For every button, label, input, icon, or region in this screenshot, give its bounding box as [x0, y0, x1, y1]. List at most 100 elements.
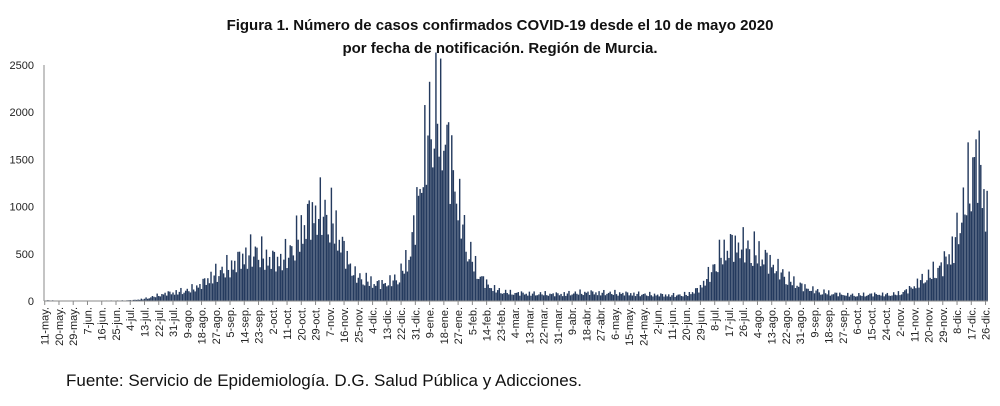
bar — [146, 298, 149, 301]
bar — [617, 295, 619, 301]
bar — [389, 275, 391, 301]
bar — [937, 267, 939, 301]
bar — [354, 266, 356, 301]
bar — [669, 296, 672, 301]
y-tick-label: 1000 — [10, 202, 34, 214]
bar — [824, 293, 827, 301]
bar — [812, 286, 814, 301]
bar — [205, 284, 207, 301]
x-tick-label: 14-feb. — [482, 307, 494, 341]
bar — [395, 280, 398, 301]
bar — [626, 292, 629, 301]
bar — [291, 246, 293, 301]
bar — [167, 291, 169, 301]
bar — [169, 291, 171, 301]
bar — [390, 286, 393, 301]
bar — [207, 278, 209, 301]
bar — [170, 294, 173, 301]
x-tick-label: 27-ene. — [453, 307, 465, 344]
bar — [877, 294, 879, 301]
bar — [888, 295, 890, 301]
bar — [432, 167, 434, 301]
x-tick-label: 27-sep. — [838, 307, 850, 344]
bar — [474, 255, 477, 301]
x-tick-label: 5-sep. — [225, 307, 237, 338]
bar — [549, 293, 551, 301]
bar — [845, 295, 847, 301]
bar — [919, 280, 922, 301]
bar — [823, 289, 825, 301]
chart-title: Figura 1. Número de casos confirmados CO… — [0, 14, 1000, 60]
x-tick-label: 13-dic. — [382, 307, 394, 340]
bar — [365, 272, 367, 301]
bar — [333, 243, 336, 301]
x-tick-label: 26-jul. — [738, 307, 750, 337]
y-tick-label: 500 — [16, 249, 34, 261]
bar — [755, 255, 757, 301]
bar — [310, 239, 312, 301]
bar — [527, 295, 529, 301]
x-tick-label: 16-nov. — [339, 307, 351, 343]
bar — [910, 287, 912, 301]
bar — [349, 263, 352, 301]
bar — [907, 293, 909, 301]
bar — [649, 291, 651, 301]
x-tick-label: 29-nov. — [938, 307, 950, 343]
bar — [151, 296, 154, 301]
bar — [542, 295, 545, 301]
bar — [961, 222, 963, 301]
x-tick-label: 18-ene. — [439, 307, 451, 344]
bar — [837, 296, 839, 301]
bar — [539, 292, 542, 301]
bar — [249, 234, 252, 301]
bar — [752, 265, 754, 301]
bar — [368, 285, 371, 301]
bar — [664, 294, 667, 301]
bar — [804, 284, 806, 301]
bar — [240, 268, 242, 301]
bar — [173, 294, 176, 301]
bar — [644, 293, 646, 301]
bar — [786, 284, 789, 301]
bar — [373, 284, 375, 301]
bar — [706, 279, 708, 301]
bar — [707, 266, 710, 301]
bar — [237, 251, 239, 301]
bar — [847, 292, 849, 301]
bar — [287, 257, 290, 301]
bar — [536, 295, 539, 301]
bar — [273, 251, 276, 301]
bar — [976, 202, 979, 301]
bar — [371, 287, 374, 301]
bar — [603, 289, 605, 301]
bar — [454, 191, 456, 301]
bar — [780, 272, 782, 301]
bar — [413, 215, 415, 301]
bar — [721, 264, 724, 301]
bar — [183, 292, 185, 301]
bar — [573, 293, 575, 301]
bar — [702, 280, 705, 301]
x-tick-label: 13-ago. — [767, 307, 779, 344]
bar — [175, 290, 177, 301]
bar — [880, 295, 882, 301]
x-tick-label: 31-jul. — [168, 307, 180, 337]
bar — [728, 257, 730, 301]
bar — [471, 261, 474, 301]
bar — [679, 294, 681, 301]
bar — [394, 274, 396, 301]
x-tick-label: 11-may. — [40, 307, 52, 345]
bar — [215, 263, 217, 301]
bar — [940, 262, 942, 301]
bar — [938, 265, 941, 301]
bar — [479, 276, 481, 301]
bar — [645, 295, 648, 301]
bar — [191, 284, 193, 301]
bar — [796, 285, 798, 301]
bar — [916, 278, 919, 301]
bar — [851, 293, 854, 301]
x-tick-label: 4-ago. — [752, 307, 764, 338]
bar — [335, 210, 337, 301]
bar — [701, 287, 703, 301]
bar — [531, 293, 534, 301]
